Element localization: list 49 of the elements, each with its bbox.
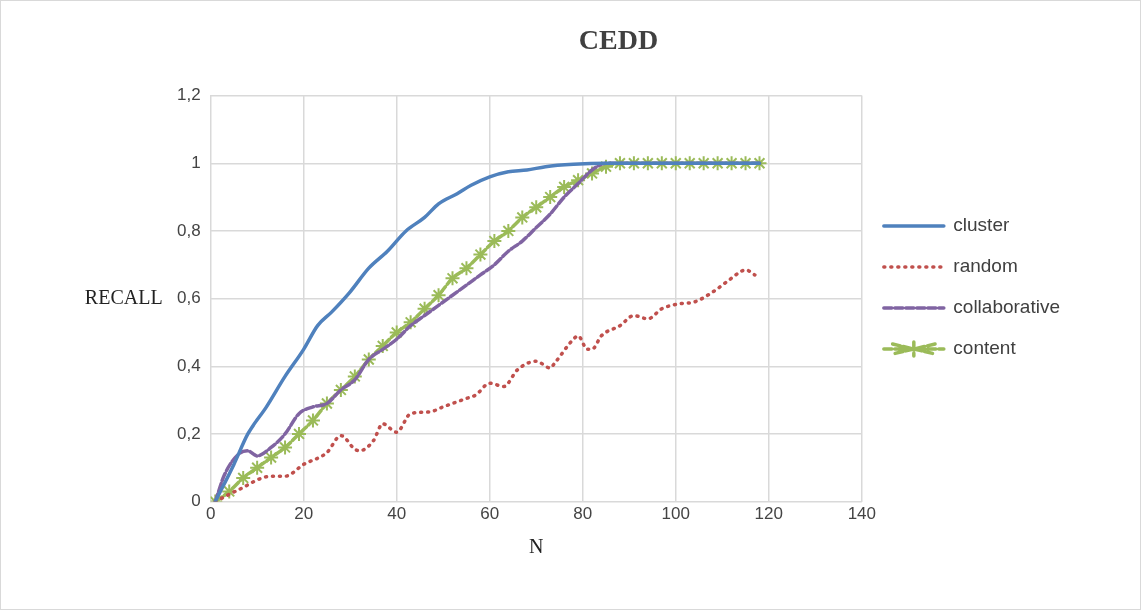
x-tick-label: 40 (387, 504, 407, 524)
point (556, 178, 573, 195)
point (528, 199, 545, 216)
point (263, 449, 280, 466)
point (402, 314, 419, 331)
point (598, 158, 614, 175)
point (542, 189, 559, 206)
point (374, 337, 391, 354)
point (416, 300, 433, 317)
x-tick-label: 120 (754, 504, 783, 524)
y-tick-label: 0 (191, 491, 201, 511)
point (249, 459, 266, 476)
point (430, 287, 447, 304)
y-tick-label: 0,4 (176, 355, 201, 375)
point (346, 368, 363, 385)
point (514, 209, 531, 226)
point (304, 412, 321, 429)
point (277, 439, 294, 456)
point (221, 483, 238, 500)
point (486, 233, 503, 250)
x-axis-title: N (529, 535, 544, 558)
point (235, 469, 252, 486)
y-tick-label: 0,8 (176, 220, 201, 240)
legend-label: random (953, 255, 1018, 277)
point (318, 395, 335, 412)
legend-label: cluster (953, 214, 1010, 236)
x-tick-label: 0 (205, 504, 216, 524)
chart-title: CEDD (578, 24, 659, 56)
point (291, 425, 308, 442)
legend-label: collaborative (953, 296, 1060, 318)
point (472, 246, 489, 263)
x-tick-label: 100 (661, 504, 690, 524)
point (584, 165, 601, 182)
y-tick-label: 1 (191, 152, 201, 172)
point (332, 381, 349, 398)
point (360, 351, 377, 368)
y-tick-label: 1,2 (176, 85, 201, 105)
y-axis-title: RECALL (84, 285, 163, 308)
y-tick-label: 0,6 (176, 288, 201, 308)
x-tick-label: 140 (847, 504, 877, 524)
point (458, 260, 475, 277)
point (500, 222, 517, 239)
legend-label: content (953, 337, 1017, 359)
point (444, 270, 461, 287)
x-tick-label: 60 (480, 504, 500, 524)
y-tick-label: 0,2 (176, 423, 201, 443)
x-tick-label: 20 (294, 504, 314, 524)
x-tick-label: 80 (573, 504, 593, 524)
point (570, 172, 587, 189)
